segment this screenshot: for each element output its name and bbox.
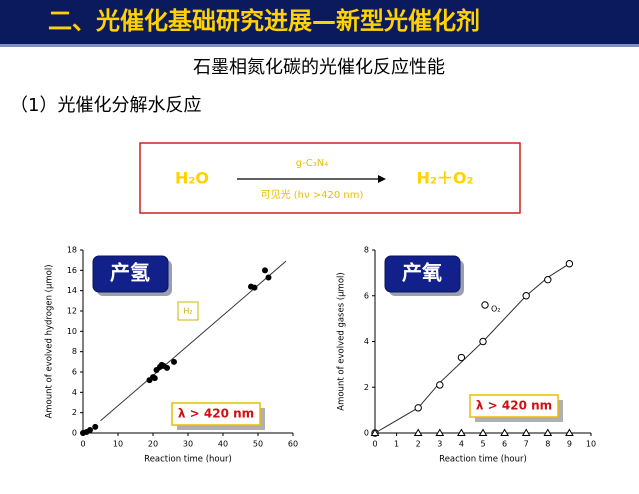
header-bar: [0, 0, 639, 44]
subtitle: 石墨相氮化碳的光催化反应性能: [193, 57, 445, 78]
data-point: [522, 292, 530, 300]
catalyst: g-C₃N₄: [296, 158, 328, 169]
data-point: [87, 426, 93, 433]
reaction-box: [139, 142, 521, 214]
badge-label: 产氧: [402, 261, 442, 285]
y-tick-label: 18: [67, 246, 77, 255]
data-point: [436, 381, 444, 389]
reactant: H₂O: [175, 169, 209, 188]
y-tick-label: 4: [364, 337, 369, 346]
data-point: [435, 428, 445, 436]
condition-label: λ > 420 nm: [178, 407, 254, 421]
y-tick-label: 8: [364, 246, 369, 255]
data-point: [265, 274, 272, 281]
x-tick-label: 0: [80, 440, 85, 449]
y-tick-label: 14: [67, 286, 77, 295]
badge: [92, 255, 169, 293]
products: H₂＋O₂: [416, 169, 473, 188]
section-title: （1）光催化分解水反应: [10, 95, 201, 116]
data-point: [457, 428, 466, 436]
x-tick-label: 6: [502, 440, 507, 449]
y-axis-label: Amount of evolved gases (μmol): [337, 272, 347, 410]
data-point: [164, 364, 170, 371]
data-point: [521, 428, 531, 436]
x-tick-label: 20: [148, 440, 158, 449]
condition-box: [171, 402, 261, 426]
legend-box: [177, 301, 199, 321]
legend-label: H₂: [183, 307, 192, 316]
y-tick-label: 16: [67, 266, 77, 275]
condition-label: λ > 420 nm: [476, 399, 552, 413]
x-tick-label: 9: [567, 440, 572, 449]
x-tick-label: 40: [218, 440, 228, 449]
y-axis-label: Amount of evolved hydrogen (μmol): [45, 264, 55, 418]
data-point: [151, 375, 158, 382]
y-tick-label: 0: [72, 429, 77, 438]
badge: [384, 255, 461, 293]
y-tick-label: 12: [67, 307, 77, 316]
data-point: [479, 337, 487, 346]
x-tick-label: 30: [183, 440, 193, 449]
data-point: [565, 260, 574, 268]
y-tick-label: 2: [364, 383, 369, 392]
y-tick-label: 0: [364, 429, 369, 438]
y-tick-label: 6: [72, 368, 77, 377]
legend-label: O₂: [491, 305, 501, 314]
data-point: [92, 423, 99, 430]
y-tick-label: 8: [72, 347, 77, 356]
data-point: [543, 428, 553, 436]
y-tick-label: 6: [364, 291, 369, 300]
x-axis-label: Reaction time (hour): [439, 455, 527, 465]
arrow-head: [378, 175, 386, 183]
x-tick-label: 5: [480, 440, 485, 449]
data-point: [414, 404, 422, 412]
x-axis-label: Reaction time (hour): [144, 455, 232, 465]
x-tick-label: 10: [586, 440, 596, 449]
data-point: [262, 267, 268, 274]
x-tick-label: 4: [459, 440, 464, 449]
data-point: [171, 358, 177, 365]
x-tick-label: 1: [394, 440, 399, 449]
x-tick-label: 3: [437, 440, 442, 449]
y-tick-label: 4: [72, 388, 77, 397]
data-point: [544, 276, 552, 284]
badge-label: 产氢: [110, 261, 150, 285]
x-tick-label: 60: [288, 440, 298, 449]
header-rule: [0, 44, 639, 47]
data-point: [478, 428, 488, 436]
x-tick-label: 50: [253, 440, 263, 449]
legend-symbol: [481, 301, 489, 309]
header-title: 二、光催化基础研究进展—新型光催化剂: [48, 7, 480, 35]
y-tick-label: 2: [72, 408, 77, 417]
data-point: [370, 428, 380, 436]
data-point: [413, 428, 423, 436]
y-tick-label: 10: [67, 327, 77, 336]
x-tick-label: 10: [113, 440, 123, 449]
data-point: [457, 353, 466, 362]
x-tick-label: 8: [545, 440, 550, 449]
x-tick-label: 2: [416, 440, 421, 449]
data-point: [565, 428, 574, 436]
data-point: [251, 284, 258, 291]
data-point: [500, 428, 509, 436]
condition-box: [469, 394, 559, 418]
x-tick-label: 0: [372, 440, 377, 449]
x-tick-label: 7: [524, 440, 529, 449]
reaction-condition: 可见光 (hν >420 nm): [261, 188, 364, 201]
